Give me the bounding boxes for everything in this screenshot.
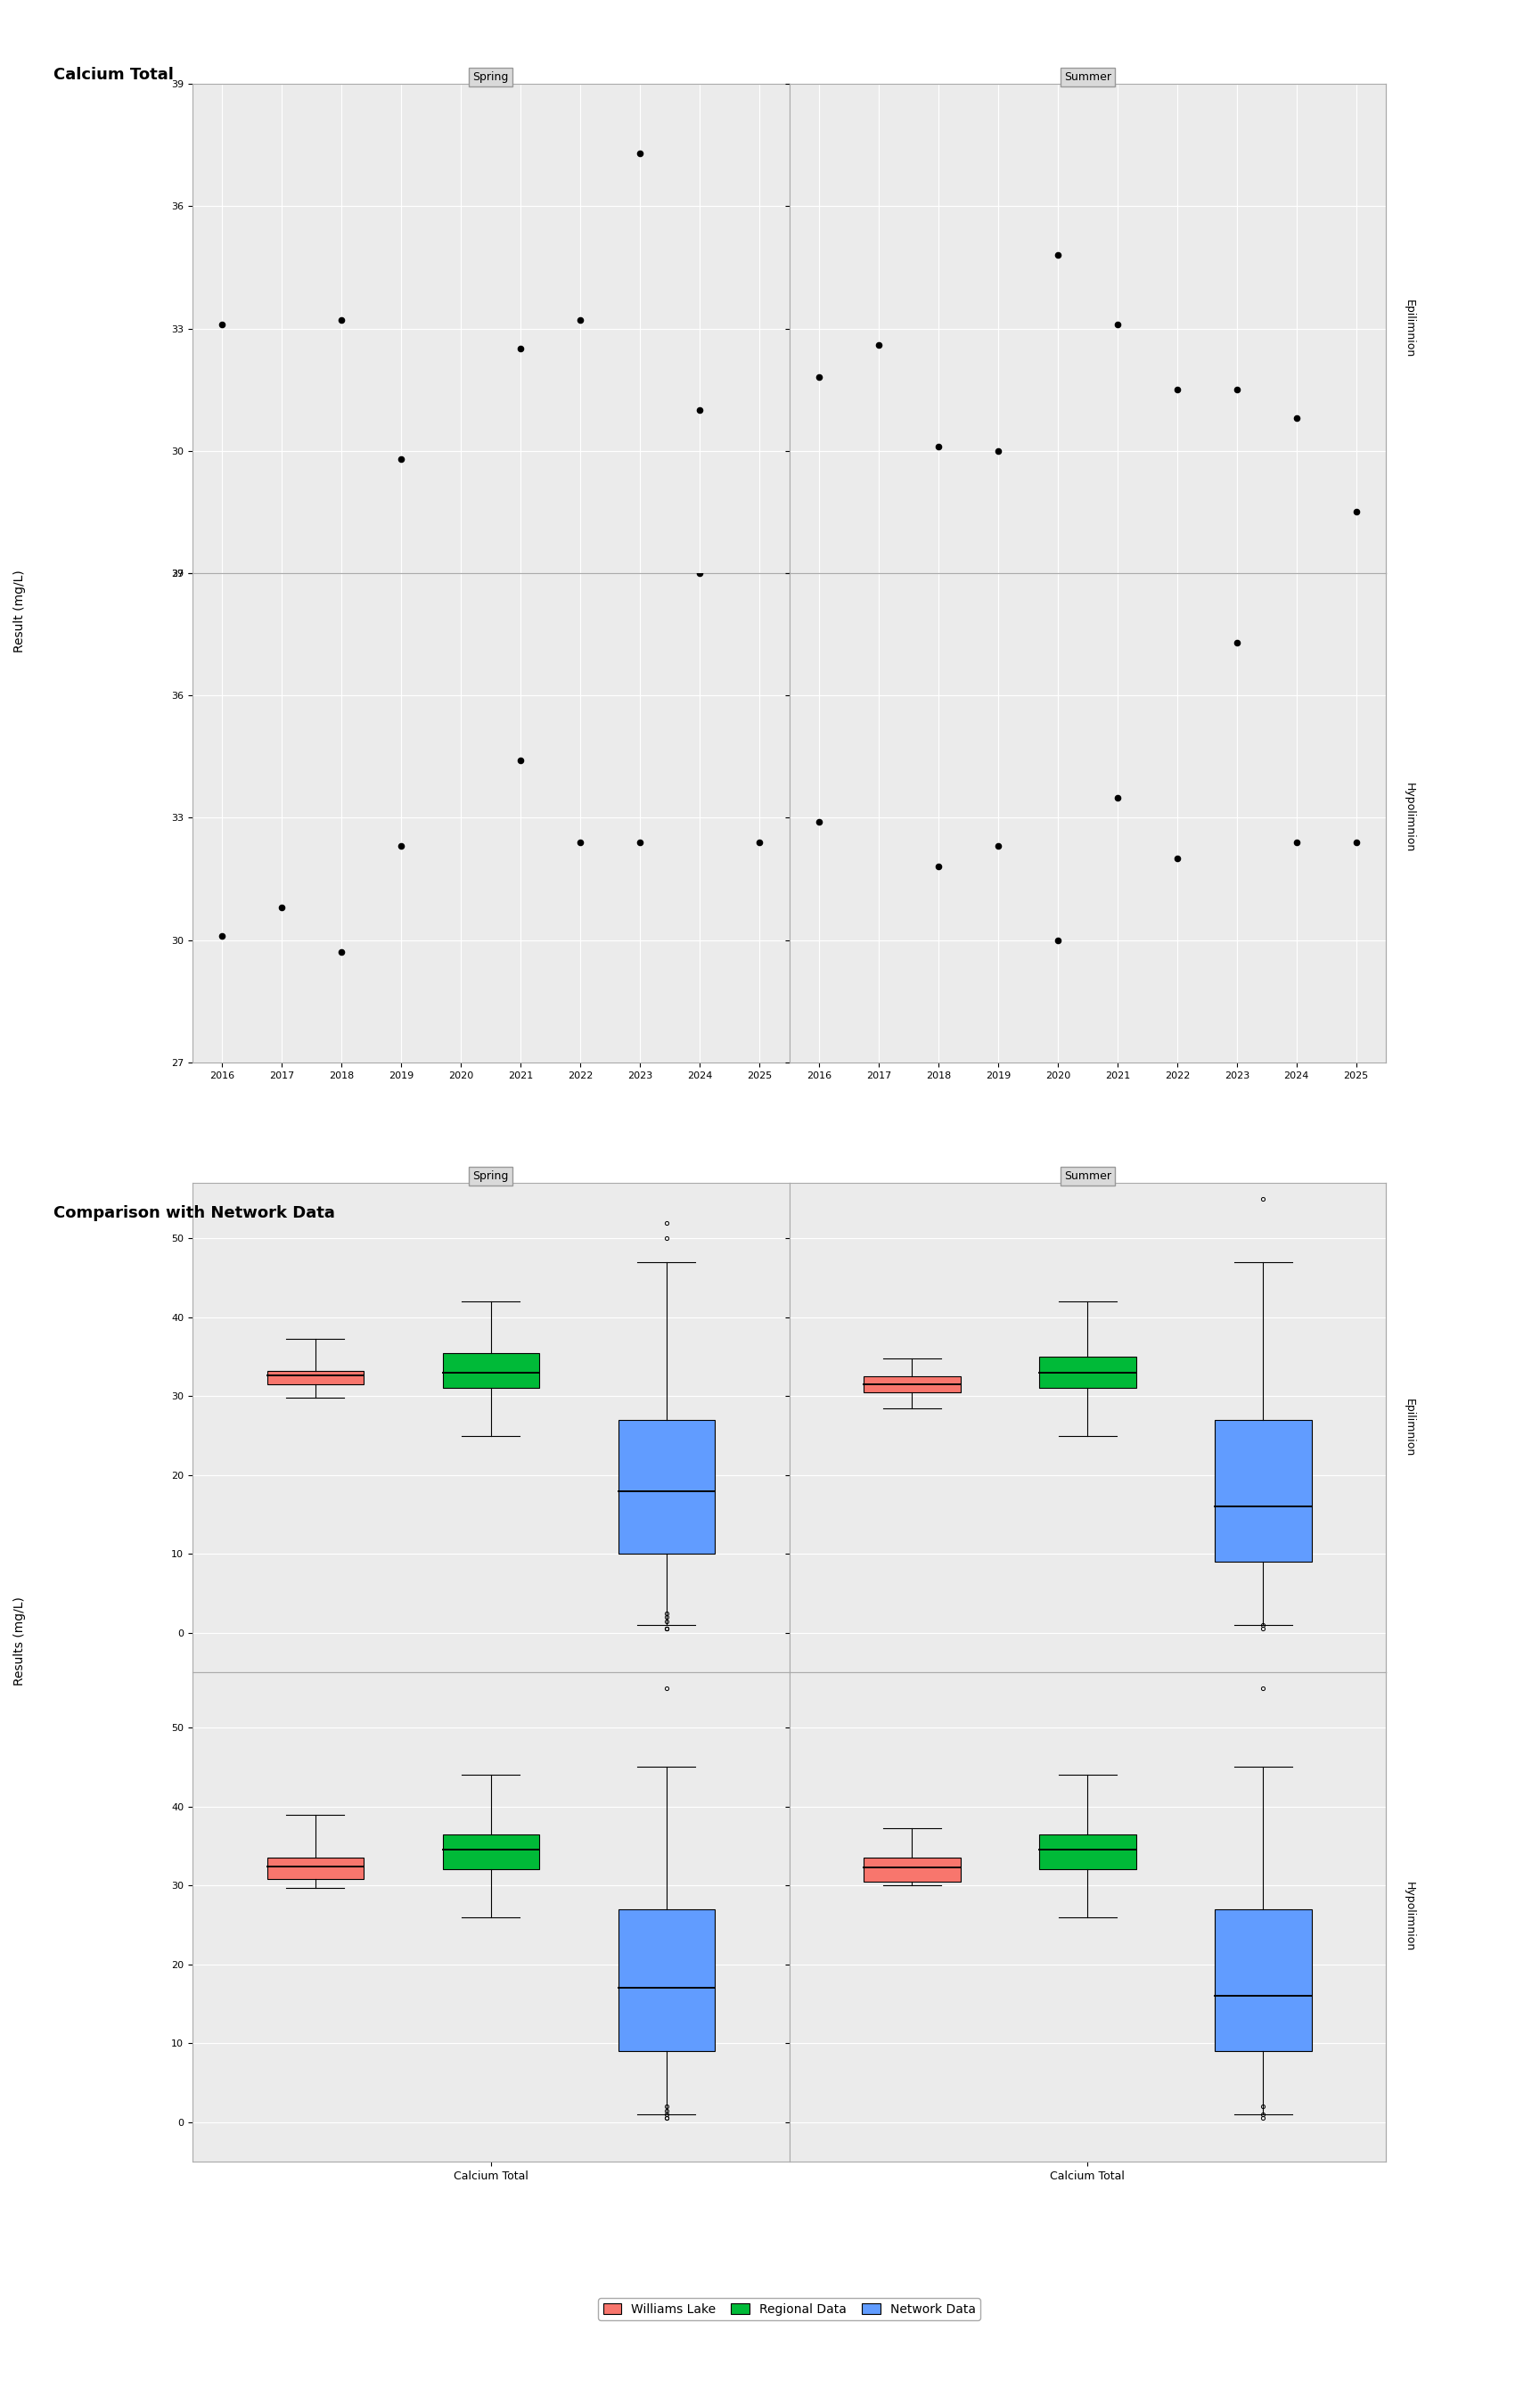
Text: Calcium Total: Calcium Total (54, 67, 174, 84)
Bar (266, 1857, 363, 1878)
Point (209, 304, 234, 343)
Point (867, 326, 892, 364)
Bar (618, 1910, 715, 2051)
Bar (1040, 1833, 1137, 1869)
Point (1344, 494, 1369, 532)
Point (1046, 920, 1070, 958)
Point (1164, 839, 1189, 877)
Point (628, 824, 653, 863)
Title: Summer: Summer (1064, 1169, 1112, 1181)
Point (986, 431, 1010, 470)
Point (568, 824, 593, 863)
Title: Spring: Spring (473, 72, 508, 84)
Bar (442, 1833, 539, 1869)
Point (1284, 400, 1309, 438)
Bar (1040, 1356, 1137, 1387)
Text: Comparison with Network Data: Comparison with Network Data (54, 1205, 336, 1222)
Point (330, 932, 354, 970)
Point (687, 553, 711, 592)
Point (568, 302, 593, 340)
Y-axis label: Hypolimnion: Hypolimnion (1403, 783, 1415, 853)
Point (1046, 235, 1070, 273)
Legend: Williams Lake, Regional Data, Network Data: Williams Lake, Regional Data, Network Da… (598, 2298, 981, 2319)
Title: Summer: Summer (1064, 72, 1112, 84)
Point (986, 827, 1010, 865)
Point (1344, 824, 1369, 863)
Bar (1215, 1910, 1312, 2051)
Bar (618, 1421, 715, 1555)
Point (270, 889, 294, 927)
Point (807, 803, 832, 841)
Point (209, 918, 234, 956)
Point (390, 441, 414, 479)
Point (926, 426, 950, 465)
Y-axis label: Epilimnion: Epilimnion (1403, 1399, 1415, 1457)
Bar (1215, 1421, 1312, 1562)
Point (1106, 779, 1130, 817)
Title: Spring: Spring (473, 1169, 508, 1181)
Point (1106, 304, 1130, 343)
Y-axis label: Hypolimnion: Hypolimnion (1403, 1883, 1415, 1953)
Bar (442, 1354, 539, 1387)
Point (926, 848, 950, 887)
Point (508, 331, 533, 369)
Point (1284, 824, 1309, 863)
Y-axis label: Epilimnion: Epilimnion (1403, 300, 1415, 357)
Point (1224, 623, 1249, 661)
Bar (864, 1375, 961, 1392)
Bar (266, 1371, 363, 1385)
Point (330, 302, 354, 340)
Point (628, 134, 653, 173)
Point (1224, 371, 1249, 410)
Point (390, 827, 414, 865)
Point (747, 824, 772, 863)
Point (508, 740, 533, 779)
Bar (864, 1857, 961, 1881)
Point (687, 391, 711, 429)
Text: Result (mg/L): Result (mg/L) (14, 570, 26, 652)
Point (1164, 371, 1189, 410)
Text: Results (mg/L): Results (mg/L) (14, 1596, 26, 1687)
Point (807, 359, 832, 398)
